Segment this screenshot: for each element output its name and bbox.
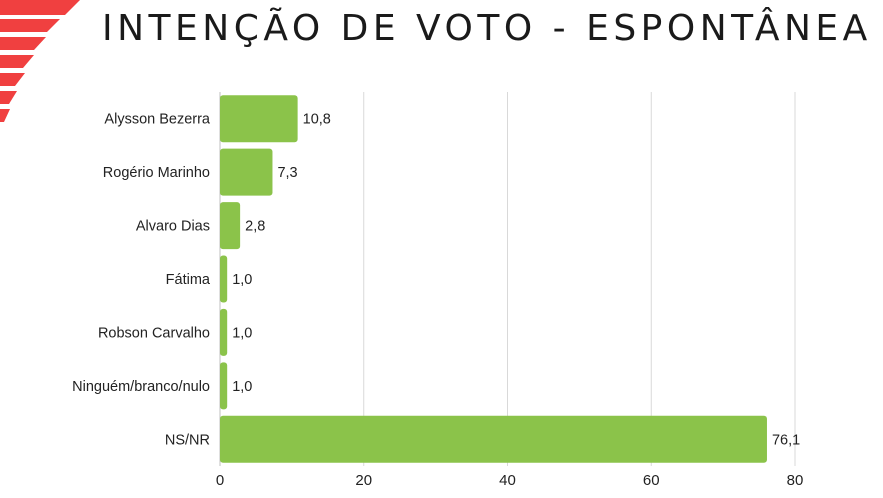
x-tick-label: 20 — [355, 472, 372, 489]
data-label: 1,0 — [232, 272, 252, 288]
x-tick-label: 80 — [787, 472, 804, 489]
category-label: NS/NR — [165, 432, 210, 448]
gridlines — [219, 92, 796, 466]
x-tick-label: 0 — [216, 472, 224, 489]
category-label: Alvaro Dias — [136, 219, 210, 235]
category-label: Fátima — [166, 272, 211, 288]
category-label: Ninguém/branco/nulo — [72, 379, 210, 395]
x-tick-label: 40 — [499, 472, 516, 489]
category-label: Rogério Marinho — [103, 165, 210, 181]
data-label: 7,3 — [277, 165, 297, 181]
data-label: 10,8 — [303, 112, 331, 128]
bars — [220, 95, 767, 463]
data-label: 76,1 — [772, 432, 800, 448]
bar — [220, 415, 767, 463]
category-label: Robson Carvalho — [98, 325, 210, 341]
chart-title: INTENÇÃO DE VOTO - ESPONTÂNEA — [102, 8, 872, 49]
data-label: 1,0 — [232, 379, 252, 395]
labels: 0 20 40 60 80 Alysson Bezerra 10,8 Rogério Mari… — [72, 112, 803, 489]
x-tick-label: 60 — [643, 472, 660, 489]
data-label: 1,0 — [232, 325, 252, 341]
category-label: Alysson Bezerra — [104, 112, 211, 128]
bar — [220, 202, 241, 250]
bar — [220, 148, 273, 196]
bar — [220, 255, 228, 303]
bar — [220, 362, 228, 410]
data-label: 2,8 — [245, 219, 265, 235]
bar — [220, 95, 298, 143]
decorative-stripes — [0, 0, 80, 122]
bar — [220, 308, 228, 356]
